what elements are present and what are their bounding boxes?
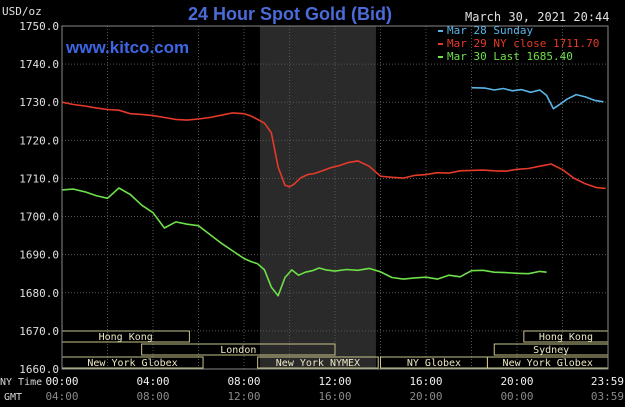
session-box xyxy=(141,343,336,356)
series-line-1 xyxy=(61,101,606,190)
x-tick-label-ny: 12:00 xyxy=(318,375,351,388)
y-tick-label: 1670.0 xyxy=(19,325,59,338)
session-label: NY Globex xyxy=(407,358,461,369)
x-tick-label-gmt: 08:00 xyxy=(136,390,169,403)
legend-entry: Mar 30 Last 1685.40 xyxy=(447,50,573,63)
x-tick-label-ny: 00:00 xyxy=(45,375,78,388)
session-label: London xyxy=(220,345,256,356)
x-tick-label-ny: 08:00 xyxy=(227,375,260,388)
session-label: New York NYMEX xyxy=(276,358,360,369)
shaded-region-layer xyxy=(259,26,376,369)
x-tick-label-gmt: 16:00 xyxy=(318,390,351,403)
session-label: Hong Kong xyxy=(99,332,153,343)
y-tick-label: 1730.0 xyxy=(19,96,59,109)
y-tick-label: 1660.0 xyxy=(19,363,59,376)
y-tick-label: 1750.0 xyxy=(19,20,59,33)
x-tick-label-gmt: 00:00 xyxy=(500,390,533,403)
website-label: www.kitco.com xyxy=(65,38,189,57)
x-tick-label-gmt: 04:00 xyxy=(45,390,78,403)
x-tick-label-ny: 04:00 xyxy=(136,375,169,388)
unit-label: USD/oz xyxy=(2,5,42,18)
y-tick-label: 1690.0 xyxy=(19,249,59,262)
chart-title: 24 Hour Spot Gold (Bid) xyxy=(188,4,392,24)
timestamp: March 30, 2021 20:44 xyxy=(465,10,610,24)
session-label: Sydney xyxy=(533,345,569,356)
y-tick-label: 1680.0 xyxy=(19,287,59,300)
x-tick-label-gmt: 03:59 xyxy=(591,390,624,403)
axis-label-gmt: GMT xyxy=(4,392,22,403)
x-tick-label-gmt: 20:00 xyxy=(409,390,442,403)
y-tick-label: 1740.0 xyxy=(19,58,59,71)
x-tick-label-ny: 16:00 xyxy=(409,375,442,388)
legend-entry: Mar 29 NY close 1711.70 xyxy=(447,37,599,50)
y-tick-label: 1700.0 xyxy=(19,211,59,224)
axis-layer: 1750.0 1740.0 1730.0 1720.0 1710.0 1700.0 1690… xyxy=(19,20,624,403)
series-line-0 xyxy=(471,86,604,110)
y-tick-label: 1720.0 xyxy=(19,134,59,147)
x-tick-label-ny: 23:59 xyxy=(591,375,624,388)
x-tick-label-gmt: 12:00 xyxy=(227,390,260,403)
legend-entry: Mar 28 Sunday xyxy=(447,24,533,37)
series-line-2 xyxy=(61,187,547,297)
plot-frame xyxy=(61,25,609,370)
session-label: Hong Kong xyxy=(539,332,593,343)
nymex-shaded-region xyxy=(259,26,376,369)
market-sessions: Hong Kong London New York Globex New York N… xyxy=(61,330,609,369)
y-tick-label: 1710.0 xyxy=(19,172,59,185)
session-box xyxy=(257,356,379,369)
x-tick-label-ny: 20:00 xyxy=(500,375,533,388)
session-label: New York Globex xyxy=(503,358,593,369)
series-layer xyxy=(61,86,606,297)
axis-label-ny-time: NY Time xyxy=(0,377,42,388)
session-label: New York Globex xyxy=(87,358,177,369)
